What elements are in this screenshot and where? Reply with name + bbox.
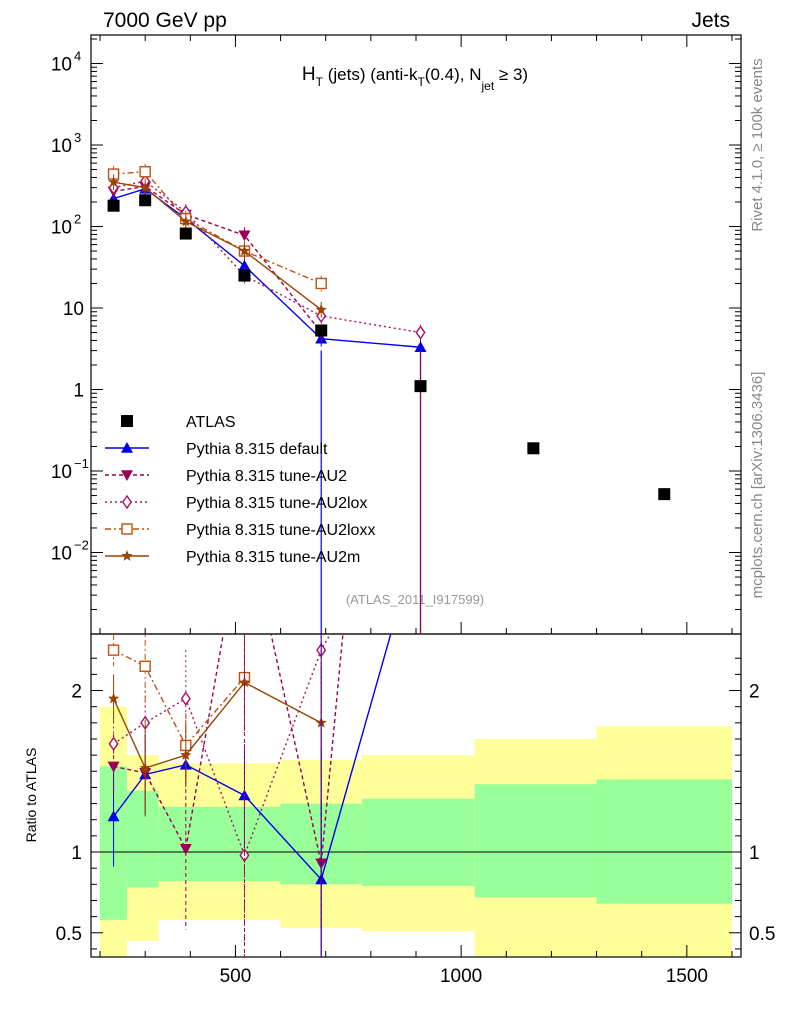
legend-label-2: Pythia 8.315 tune-AU2lox (186, 495, 367, 512)
y-main-tick-label: 1 (73, 381, 84, 402)
chart-title-mid2: (0.4), N (425, 65, 482, 84)
main-point-4 (315, 303, 327, 315)
rivet-label: Rivet 4.1.0, ≥ 100k events (749, 58, 766, 231)
ratio-point-4 (238, 676, 251, 688)
y-ratio-tick-label: 1 (71, 843, 82, 864)
ratio-point-2 (108, 736, 119, 752)
y-main-tick-label: 10 (51, 544, 72, 565)
atlas-data-point (315, 324, 328, 337)
legend: ATLAS Pythia 8.315 default Pythia 8.315 tu… (105, 414, 375, 566)
green-band-5 (474, 784, 597, 898)
legend-marker-4 (121, 550, 133, 561)
y-main-tick-exp: 4 (74, 49, 81, 64)
main-point-0 (238, 259, 251, 271)
y-main-tick-label: 10 (63, 299, 84, 320)
ratio-line-3 (113, 649, 246, 747)
atlas-data-layer (107, 194, 671, 501)
atlas-data-point (414, 380, 427, 393)
main-point-4 (139, 181, 151, 193)
atlas-data-point (238, 269, 251, 282)
ratio-point-1 (179, 843, 192, 855)
main-panel-frame (90, 34, 742, 635)
green-band-1 (127, 790, 159, 888)
chart-title-mid: (jets) (anti-k (323, 65, 418, 84)
chart-title-h: H (302, 64, 316, 85)
ratio-point-2 (180, 691, 191, 706)
atlas-data-point (527, 442, 540, 455)
atlas-data-point (658, 488, 671, 501)
main-point-3 (315, 277, 327, 290)
ratio-point-3 (107, 644, 120, 656)
main-line-1 (113, 185, 322, 333)
y-main-tick-label: 10 (51, 136, 72, 157)
main-line-0 (113, 188, 421, 348)
y-ratio-tick-label: 2 (71, 682, 82, 703)
legend-label-4: Pythia 8.315 tune-AU2m (186, 549, 360, 566)
y-main-tick-label: 10 (51, 55, 72, 76)
y-main-tick-exp: 2 (74, 212, 81, 227)
legend-marker-1 (121, 470, 133, 481)
mcplots-label: mcplots.cern.ch [arXiv:1306.3436] (749, 372, 766, 599)
main-point-0 (414, 341, 427, 353)
y-ratio-tick-label-right: 2 (749, 682, 760, 703)
legend-marker-0 (121, 442, 133, 453)
ratio-line-2 (113, 634, 332, 858)
ratio-point-4 (139, 762, 151, 773)
y-ratio-tick-label: 0.5 (56, 924, 82, 945)
header-right: Jets (691, 9, 730, 32)
ratio-series-layer (107, 634, 392, 957)
legend-label-atlas: ATLAS (186, 414, 236, 431)
green-band-6 (596, 779, 732, 904)
atlas-data-point (179, 227, 192, 240)
main-line-2 (113, 180, 421, 334)
y-main-tick-exp: −1 (74, 456, 89, 471)
main-series-layer (107, 163, 427, 634)
main-point-4 (180, 215, 192, 227)
chart-title-jet-sub: jet (480, 79, 494, 93)
x-tick-label: 500 (220, 966, 252, 987)
y-ratio-tick-label-right: 0.5 (749, 924, 775, 945)
legend-label-1: Pythia 8.315 tune-AU2 (186, 468, 347, 485)
main-point-3 (139, 166, 151, 178)
ratio-point-3 (139, 660, 151, 672)
legend-label-3: Pythia 8.315 tune-AU2loxx (186, 522, 375, 539)
ratio-y-label: Ratio to ATLAS (23, 748, 39, 843)
x-tick-label: 1000 (440, 966, 482, 987)
ratio-line-0 (113, 634, 392, 881)
atlas-data-point (139, 194, 152, 207)
x-tick-label: 1500 (666, 966, 708, 987)
chart-title: HT (jets) (anti-kT(0.4), Njet ≥ 3) (302, 64, 528, 93)
chart-title-t-sub2: T (417, 75, 425, 89)
legend-marker-3 (121, 523, 133, 535)
ratio-point-4 (180, 749, 192, 760)
legend-marker-atlas (121, 415, 133, 427)
chart-title-end: ≥ 3) (494, 65, 528, 84)
green-band-4 (361, 798, 475, 886)
ratio-line-1 (113, 634, 344, 864)
legend-label-0: Pythia 8.315 default (186, 441, 328, 458)
analysis-label: (ATLAS_2011_I917599) (346, 592, 484, 607)
legend-marker-2 (121, 494, 133, 510)
atlas-data-point (107, 199, 120, 212)
ratio-point-4 (107, 692, 120, 704)
chart-title-t-sub: T (316, 75, 324, 89)
ratio-point-0 (107, 810, 120, 822)
y-main-tick-label: 10 (51, 218, 72, 239)
y-main-tick-label: 10 (51, 462, 72, 483)
main-point-1 (238, 230, 251, 242)
header-left: 7000 GeV pp (103, 9, 227, 32)
green-band-2 (158, 806, 281, 882)
y-ratio-tick-label-right: 1 (749, 843, 760, 864)
main-point-2 (415, 325, 426, 340)
main-point-4 (107, 176, 120, 187)
y-main-tick-exp: 3 (74, 130, 81, 145)
main-point-4 (238, 245, 251, 256)
y-main-tick-exp: −2 (74, 538, 89, 553)
